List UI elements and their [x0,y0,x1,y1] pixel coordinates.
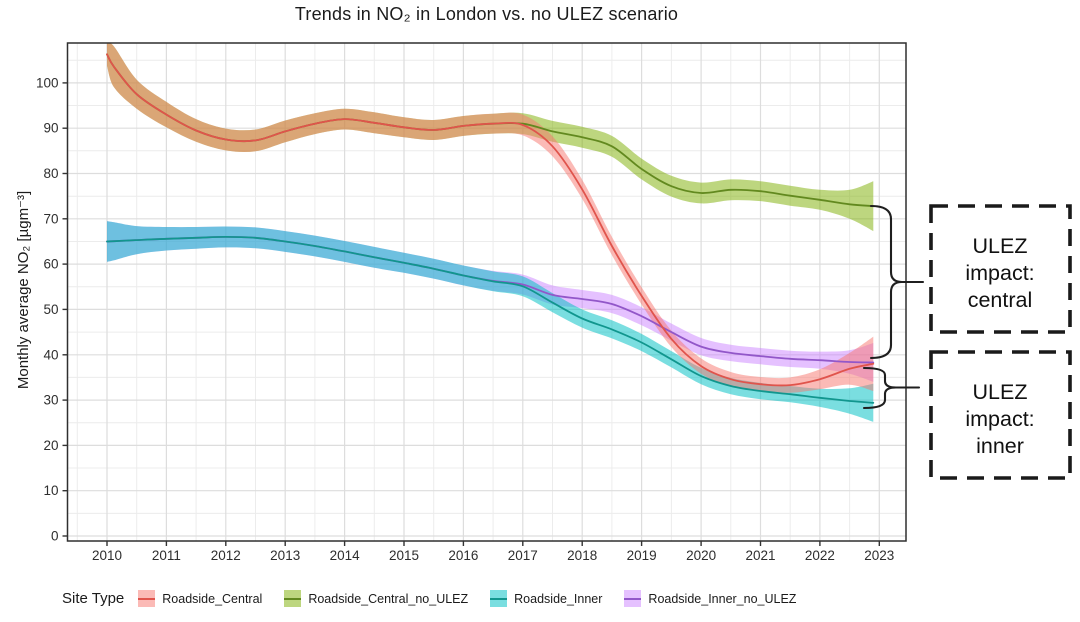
x-tick-label: 2017 [508,548,538,563]
line-roadside_inner [106,236,875,404]
legend-key-line-icon [138,597,156,600]
legend-key-swatch-roadside-central-icon [138,590,156,607]
legend-label: Roadside_Central_no_ULEZ [308,591,469,606]
legend-title: Site Type [62,590,125,607]
legend-key-swatch-roadside-central-no-ulez-icon [284,590,302,607]
brace-central [869,204,925,360]
x-tick-label: 2022 [805,548,835,563]
band-roadside_inner_no_ulez [107,221,874,382]
ulez-impact-central-line2: impact: [965,261,1034,285]
x-tick-label: 2013 [270,548,300,563]
y-tick-label: 90 [43,121,58,136]
ulez-impact-inner-line3: inner [976,434,1024,458]
gridlines-minor [67,43,906,541]
x-tick-label: 2011 [152,548,181,563]
ulez-impact-inner-line2: impact: [965,407,1034,431]
chart-title: Trends in NO₂ in London vs. no ULEZ scen… [294,4,679,24]
x-tick-label: 2015 [389,548,419,563]
x-tick-label: 2012 [211,548,241,563]
ulez-impact-central-box [929,204,1072,334]
y-tick-label: 100 [36,75,59,90]
legend-key-swatch-roadside-inner-no-ulez-icon [624,590,642,607]
legend: Site Type Roadside_Central Roadside_Cent… [62,590,818,607]
x-tick-label: 2018 [567,548,597,563]
legend-key-line-icon [490,597,508,600]
x-tick-label: 2016 [448,548,478,563]
legend-label: Roadside_Inner [514,591,603,606]
legend-item-roadside-inner: Roadside_Inner [490,590,602,607]
y-tick-label: 0 [51,529,59,544]
panel-border [66,42,907,542]
ulez-impact-inner-line1: ULEZ [973,380,1028,404]
y-tick-label: 30 [43,393,58,408]
ulez-impact-central-line3: central [968,288,1033,312]
trend-lines [106,53,875,404]
band-roadside_central [107,43,874,393]
ulez-impact-central-line1: ULEZ [973,234,1028,258]
x-tick-label: 2020 [686,548,716,563]
confidence-bands [107,43,874,422]
x-tick-label: 2023 [864,548,894,563]
x-tick-label: 2010 [92,548,122,563]
brace-inner [862,366,921,410]
legend-item-roadside-central-no-ulez: Roadside_Central_no_ULEZ [284,590,468,607]
x-tick-label: 2019 [627,548,657,563]
y-axis: 0 10 20 30 40 50 60 70 80 90 100 [36,75,68,544]
y-tick-label: 80 [43,166,58,181]
legend-key-line-icon [624,597,642,600]
y-tick-label: 70 [43,211,58,226]
y-tick-label: 10 [43,483,58,498]
annotation-ulez-impact-inner: ULEZ impact: inner [862,350,1072,480]
legend-key-swatch-roadside-inner-icon [490,590,508,607]
y-tick-label: 20 [43,438,58,453]
legend-item-roadside-inner-no-ulez: Roadside_Inner_no_ULEZ [624,590,796,607]
legend-item-roadside-central: Roadside_Central [138,590,262,607]
x-axis: 2010 2011 2012 2013 2014 2015 2016 2017 2018 2019… [92,541,894,563]
legend-label: Roadside_Inner_no_ULEZ [648,591,797,606]
legend-label: Roadside_Central [162,591,263,606]
line-roadside_central [106,53,875,387]
y-tick-label: 50 [43,302,58,317]
legend-key-line-icon [284,597,302,600]
x-tick-label: 2014 [330,548,361,563]
band-roadside_inner [107,221,874,422]
band-roadside_central_no_ulez [107,43,874,232]
y-tick-label: 40 [43,347,58,362]
y-tick-label: 60 [43,257,58,272]
annotation-ulez-impact-central: ULEZ impact: central [869,204,1072,360]
gridlines-major [67,43,906,541]
x-tick-label: 2021 [745,548,775,563]
ulez-impact-inner-box [929,350,1072,480]
